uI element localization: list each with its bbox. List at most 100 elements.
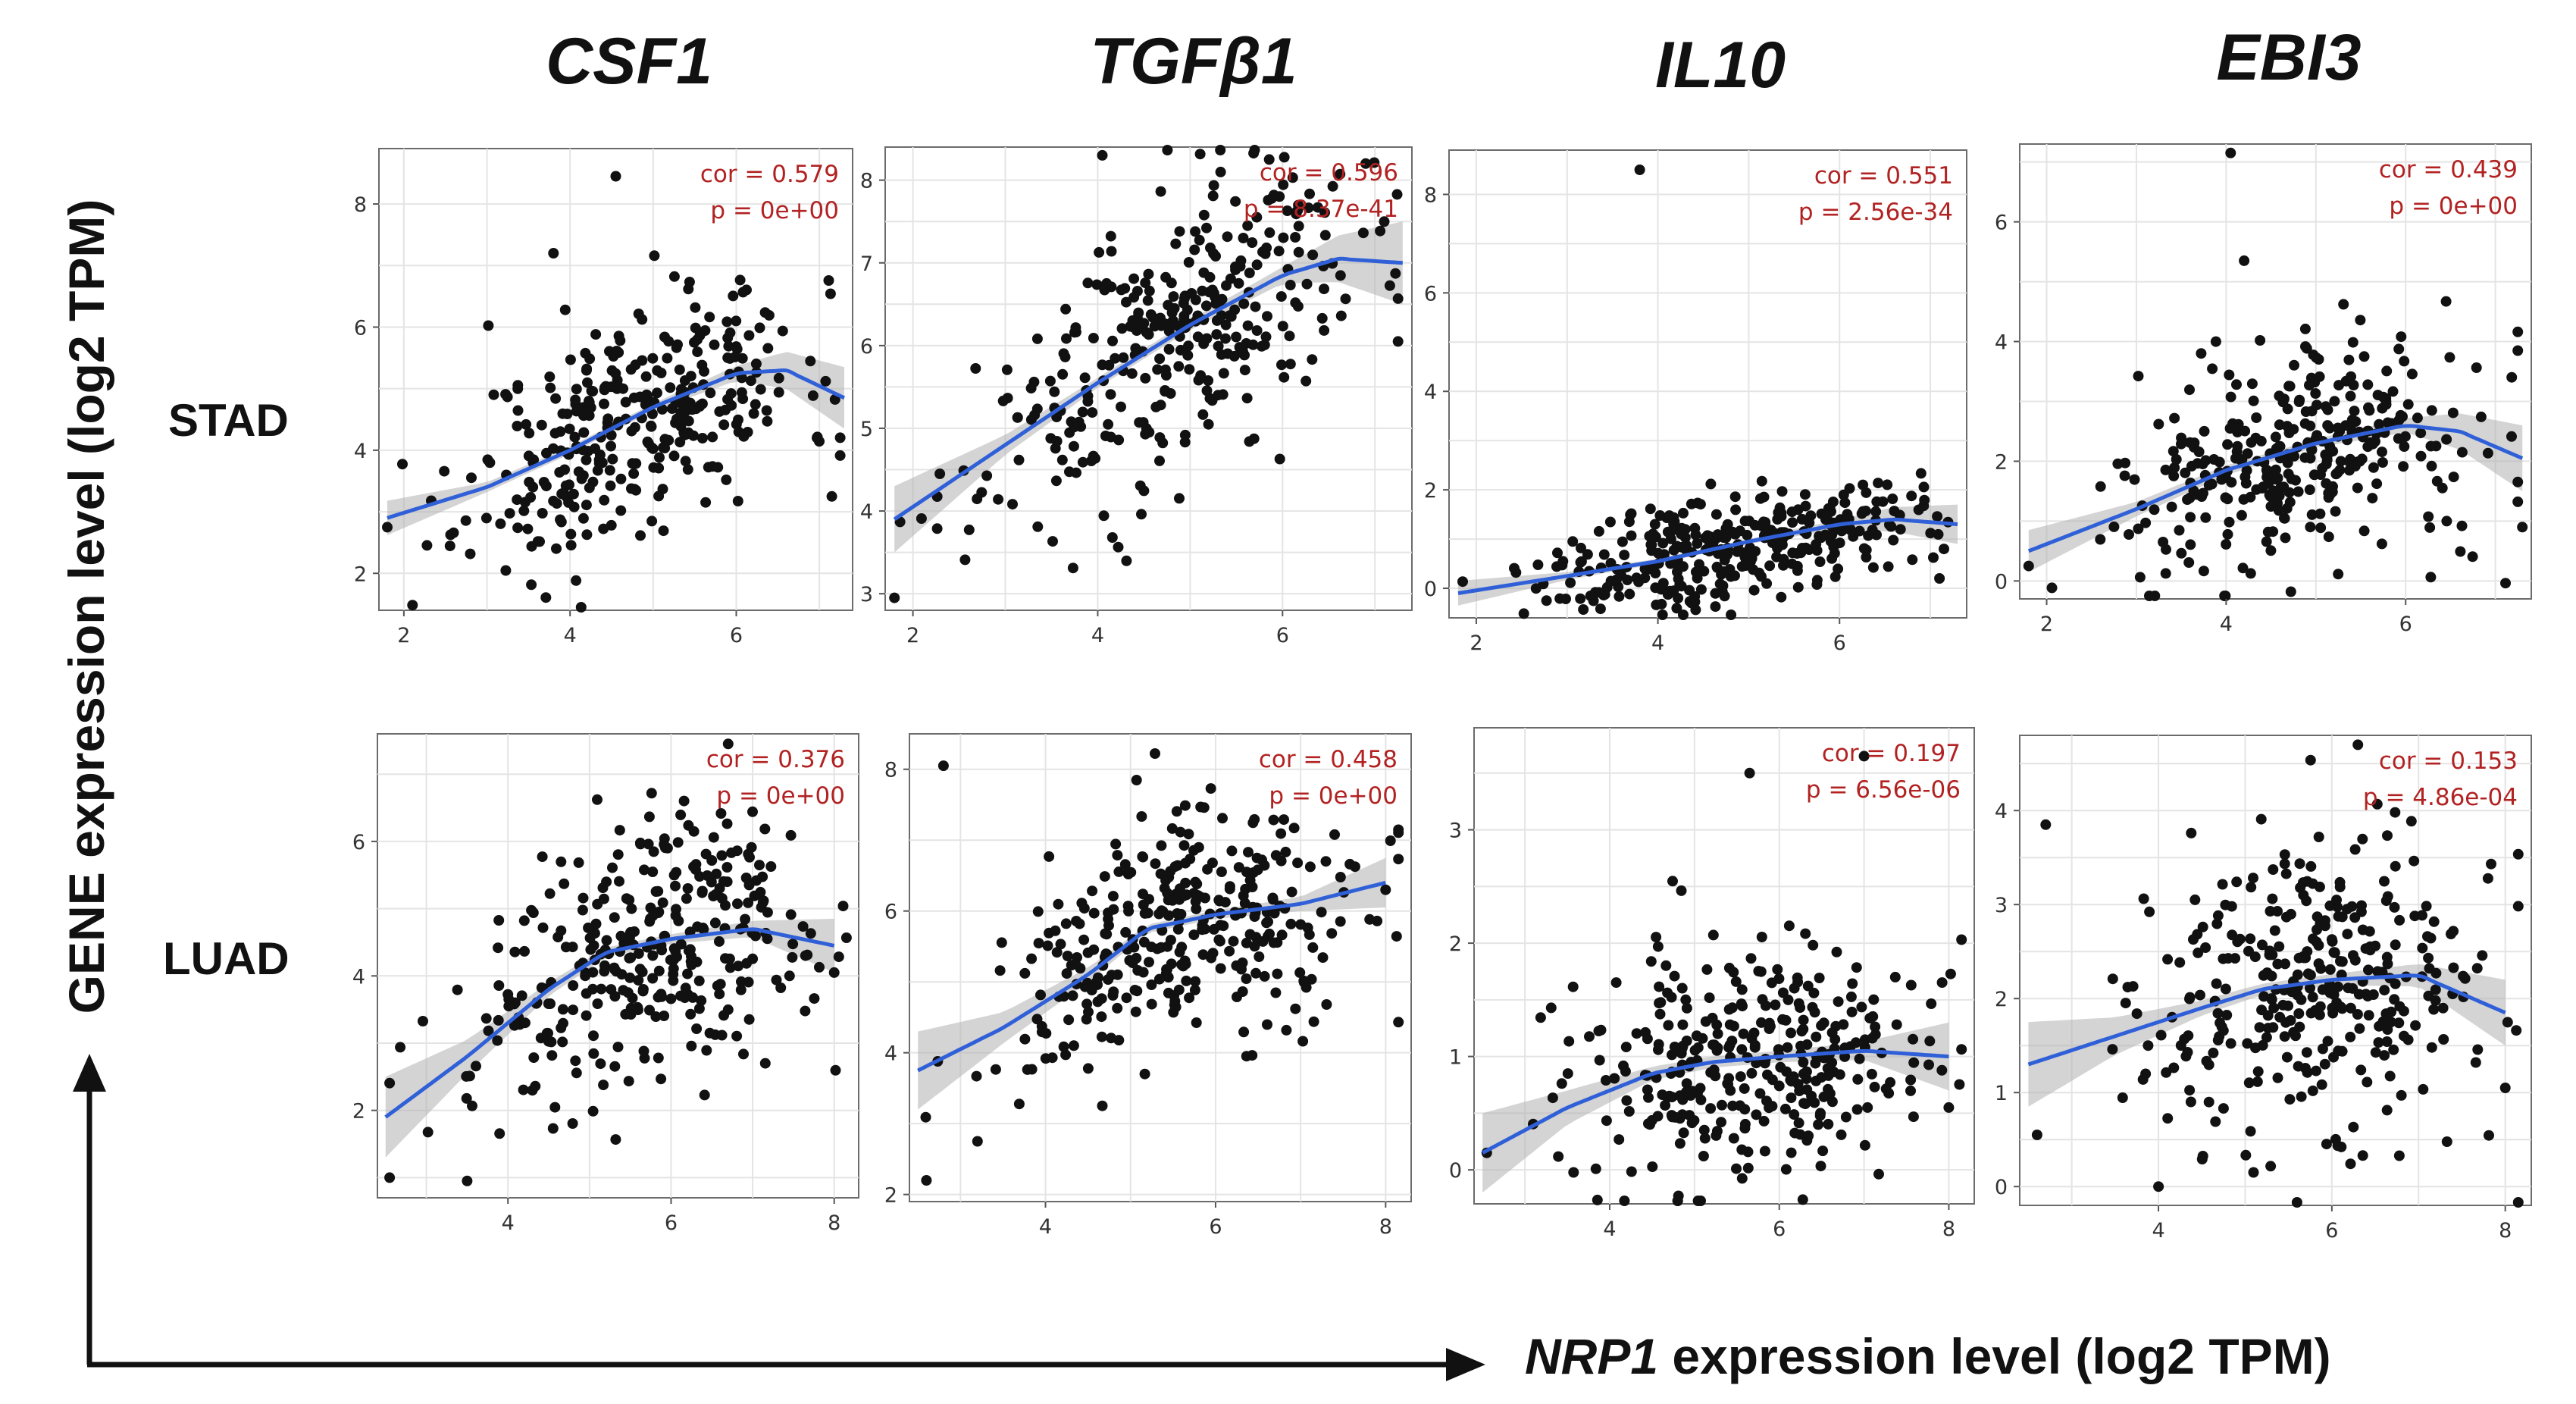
data-point bbox=[728, 290, 739, 302]
data-point bbox=[2180, 467, 2191, 478]
data-point bbox=[675, 407, 687, 418]
data-point bbox=[1736, 1173, 1748, 1184]
data-point bbox=[1152, 364, 1163, 375]
data-point bbox=[2162, 954, 2174, 965]
data-point bbox=[2355, 1064, 2367, 1076]
data-point bbox=[2370, 1047, 2381, 1058]
data-point bbox=[1877, 496, 1889, 507]
data-point bbox=[540, 592, 552, 603]
data-point bbox=[588, 1030, 599, 1042]
data-point bbox=[1789, 982, 1800, 994]
data-point bbox=[650, 1011, 662, 1022]
data-point bbox=[2328, 947, 2340, 958]
data-point bbox=[1823, 1118, 1834, 1130]
data-point bbox=[2367, 493, 2378, 504]
data-point bbox=[1211, 329, 1222, 340]
data-point bbox=[2206, 478, 2218, 490]
data-point bbox=[1722, 1078, 1733, 1089]
data-point bbox=[519, 945, 530, 957]
data-point-outlier bbox=[937, 760, 949, 772]
data-point-outlier bbox=[2352, 739, 2364, 751]
y-tick-label: 2 bbox=[1424, 479, 1437, 503]
data-point bbox=[809, 993, 820, 1004]
data-point bbox=[1626, 1166, 1637, 1177]
data-point bbox=[609, 912, 620, 923]
data-point bbox=[1736, 998, 1747, 1010]
data-point bbox=[2330, 506, 2341, 517]
data-point bbox=[1773, 1080, 1785, 1092]
data-point bbox=[1666, 992, 1677, 1003]
data-point bbox=[2437, 1002, 2449, 1014]
data-point bbox=[1562, 1068, 1573, 1080]
data-point bbox=[709, 917, 721, 929]
data-point bbox=[1274, 453, 1285, 465]
data-point bbox=[1767, 1101, 1778, 1112]
data-point bbox=[686, 1040, 697, 1051]
data-point bbox=[1798, 1057, 1809, 1068]
y-tick-label: 5 bbox=[860, 418, 873, 441]
data-point bbox=[2248, 395, 2259, 406]
data-point bbox=[1063, 1014, 1075, 1026]
data-point bbox=[2095, 534, 2106, 545]
data-point bbox=[1335, 310, 1347, 321]
data-point bbox=[1815, 1161, 1826, 1172]
data-point bbox=[759, 823, 771, 835]
data-point bbox=[1889, 971, 1901, 982]
data-point bbox=[1756, 475, 1767, 487]
data-point bbox=[1754, 1088, 1766, 1099]
data-point bbox=[1598, 549, 1610, 560]
data-point bbox=[1679, 524, 1691, 535]
data-point bbox=[584, 397, 595, 408]
data-point bbox=[578, 409, 589, 421]
data-point bbox=[2296, 1091, 2307, 1102]
data-point bbox=[1605, 575, 1617, 587]
data-point bbox=[2218, 1103, 2229, 1114]
data-point bbox=[642, 390, 653, 402]
data-point bbox=[607, 453, 618, 465]
y-tick-label: 4 bbox=[352, 965, 365, 989]
data-point-outlier bbox=[1392, 336, 1404, 347]
data-point bbox=[963, 524, 975, 535]
data-point bbox=[1224, 945, 1235, 957]
data-point bbox=[2234, 933, 2246, 945]
data-point bbox=[1241, 393, 1253, 404]
data-point bbox=[1777, 1014, 1789, 1025]
data-point bbox=[2200, 942, 2211, 953]
data-point bbox=[1858, 479, 1869, 490]
data-point bbox=[1723, 1042, 1735, 1053]
data-point bbox=[467, 1100, 477, 1111]
correlation-label: cor = 0.376 bbox=[706, 746, 845, 773]
data-point bbox=[1222, 231, 1233, 243]
data-point bbox=[1249, 911, 1260, 922]
data-point bbox=[2381, 365, 2393, 377]
data-point bbox=[1144, 285, 1155, 296]
data-point bbox=[837, 901, 849, 912]
data-point bbox=[762, 415, 773, 427]
data-point bbox=[682, 968, 693, 979]
data-point bbox=[2421, 901, 2432, 912]
data-point bbox=[1112, 1002, 1123, 1014]
data-point bbox=[2184, 993, 2195, 1004]
data-point bbox=[725, 962, 736, 973]
data-point bbox=[2293, 1008, 2305, 1019]
data-point bbox=[1178, 890, 1189, 901]
data-point bbox=[1723, 962, 1735, 973]
data-point bbox=[775, 982, 787, 993]
y-tick-label: 1 bbox=[1995, 1082, 2008, 1105]
data-point bbox=[1198, 802, 1210, 813]
data-point bbox=[584, 482, 595, 494]
data-point bbox=[738, 1048, 749, 1060]
x-tick-label: 4 bbox=[2152, 1219, 2164, 1243]
data-point bbox=[1097, 359, 1108, 371]
data-point bbox=[1179, 290, 1191, 302]
data-point bbox=[765, 861, 777, 872]
data-point bbox=[2428, 916, 2440, 927]
data-point bbox=[1794, 1086, 1805, 1096]
data-point bbox=[1643, 1092, 1654, 1103]
data-point bbox=[1375, 225, 1386, 237]
data-point bbox=[662, 353, 673, 364]
data-point bbox=[1171, 806, 1182, 817]
